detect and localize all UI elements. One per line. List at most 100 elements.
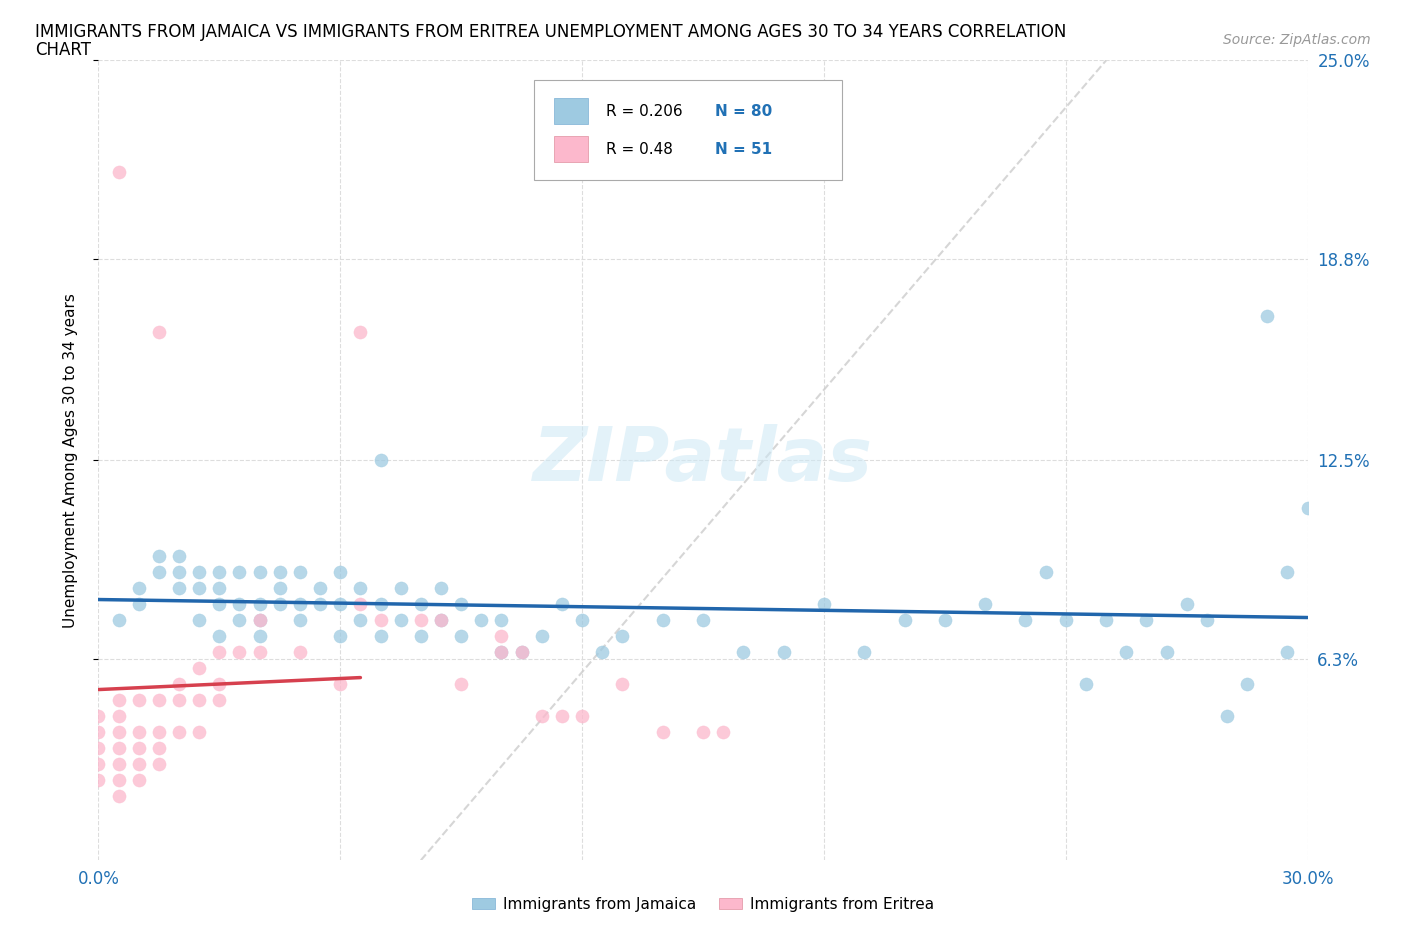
Point	[148, 741, 170, 756]
Point	[450, 629, 472, 644]
Point	[148, 757, 170, 772]
Point	[128, 581, 150, 596]
Point	[188, 581, 211, 596]
Point	[167, 693, 190, 708]
Point	[1156, 644, 1178, 659]
Point	[349, 581, 371, 596]
Text: ZIPatlas: ZIPatlas	[533, 424, 873, 497]
Point	[208, 581, 231, 596]
Point	[409, 629, 432, 644]
Point	[249, 597, 271, 612]
Point	[1277, 644, 1299, 659]
Point	[228, 644, 250, 659]
FancyBboxPatch shape	[554, 98, 588, 125]
Point	[87, 724, 110, 739]
Point	[228, 613, 250, 628]
Point	[1277, 565, 1299, 579]
Point	[208, 629, 231, 644]
Point	[450, 597, 472, 612]
Text: N = 51: N = 51	[716, 141, 772, 157]
Point	[733, 644, 755, 659]
Point	[329, 629, 352, 644]
Point	[167, 565, 190, 579]
Text: N = 80: N = 80	[716, 104, 772, 119]
Point	[530, 709, 553, 724]
Point	[571, 709, 593, 724]
Point	[409, 597, 432, 612]
Point	[107, 693, 129, 708]
Point	[491, 644, 513, 659]
Point	[188, 693, 211, 708]
Point	[148, 549, 170, 564]
Y-axis label: Unemployment Among Ages 30 to 34 years: Unemployment Among Ages 30 to 34 years	[63, 293, 77, 628]
Point	[409, 613, 432, 628]
Point	[188, 613, 211, 628]
Point	[349, 613, 371, 628]
Point	[309, 597, 332, 612]
Point	[87, 709, 110, 724]
Point	[148, 724, 170, 739]
Point	[188, 661, 211, 676]
Point	[389, 581, 412, 596]
Point	[208, 693, 231, 708]
Point	[107, 613, 129, 628]
Point	[208, 565, 231, 579]
Point	[349, 325, 371, 339]
Point	[87, 757, 110, 772]
Point	[1074, 677, 1097, 692]
Text: R = 0.206: R = 0.206	[606, 104, 683, 119]
Point	[551, 709, 574, 724]
Point	[370, 453, 392, 468]
Point	[208, 644, 231, 659]
Point	[329, 677, 352, 692]
Point	[430, 613, 453, 628]
Point	[188, 565, 211, 579]
Point	[228, 597, 250, 612]
Point	[208, 677, 231, 692]
Point	[370, 597, 392, 612]
Point	[249, 613, 271, 628]
Point	[651, 613, 673, 628]
Legend: Immigrants from Jamaica, Immigrants from Eritrea: Immigrants from Jamaica, Immigrants from…	[467, 891, 939, 918]
Text: CHART: CHART	[35, 41, 91, 59]
Point	[167, 677, 190, 692]
Point	[389, 613, 412, 628]
Point	[612, 629, 634, 644]
Point	[491, 644, 513, 659]
Point	[309, 581, 332, 596]
Point	[470, 613, 492, 628]
Point	[249, 644, 271, 659]
Point	[612, 677, 634, 692]
Point	[510, 644, 533, 659]
Point	[692, 613, 714, 628]
Point	[571, 613, 593, 628]
Point	[349, 597, 371, 612]
Point	[167, 724, 190, 739]
Point	[288, 644, 311, 659]
Point	[510, 644, 533, 659]
Point	[974, 597, 997, 612]
Point	[107, 741, 129, 756]
Point	[711, 724, 734, 739]
Point	[128, 757, 150, 772]
Point	[853, 644, 876, 659]
Point	[269, 597, 291, 612]
Point	[329, 597, 352, 612]
Point	[188, 724, 211, 739]
Point	[148, 693, 170, 708]
Point	[1115, 644, 1137, 659]
Point	[107, 709, 129, 724]
Point	[128, 693, 150, 708]
Text: Source: ZipAtlas.com: Source: ZipAtlas.com	[1223, 33, 1371, 46]
Point	[87, 741, 110, 756]
Point	[1054, 613, 1077, 628]
FancyBboxPatch shape	[554, 136, 588, 162]
Point	[107, 773, 129, 788]
Point	[167, 581, 190, 596]
Point	[87, 773, 110, 788]
FancyBboxPatch shape	[534, 81, 842, 180]
Point	[288, 613, 311, 628]
Point	[128, 741, 150, 756]
Point	[1014, 613, 1036, 628]
Point	[1175, 597, 1198, 612]
